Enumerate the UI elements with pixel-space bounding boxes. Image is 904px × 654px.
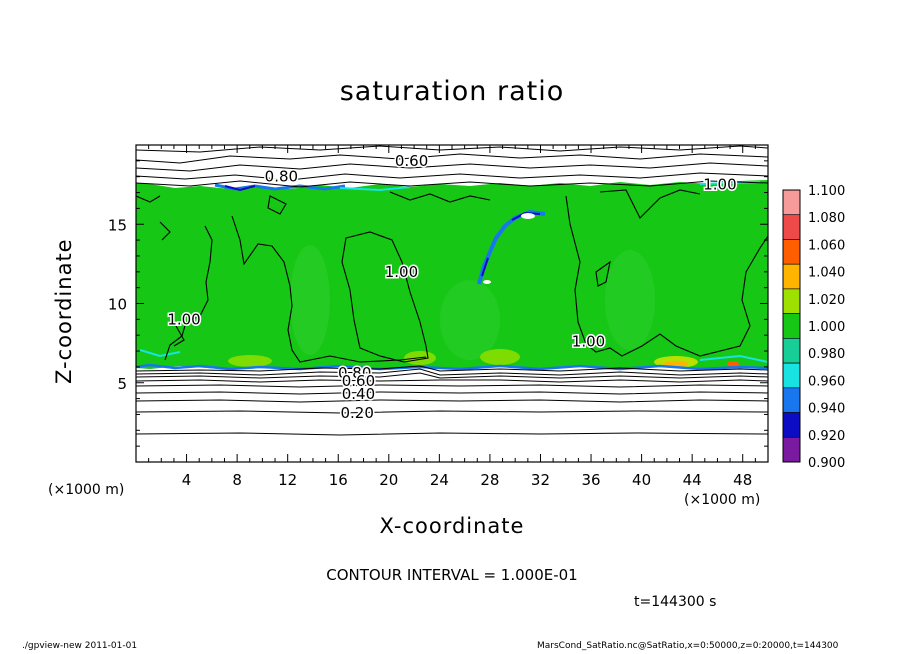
contour-label-text: 1.00 [703, 176, 736, 194]
colorbar-level-label: 1.020 [808, 293, 845, 308]
contour-labels: 0.600.80 1.001.001.001.000.800.600.400.20 [166, 150, 738, 423]
colorbar-level-label: 0.940 [808, 402, 845, 417]
y-axis: 5 10 15 [108, 160, 768, 447]
x-axis-label: X-coordinate [379, 514, 525, 538]
x-tick-label: 48 [733, 471, 752, 489]
colorbar-level-label: 0.900 [808, 456, 845, 471]
y-tick-label: 10 [108, 296, 127, 314]
colorbar-swatch [782, 263, 801, 290]
contour-label-text: 0.80 [265, 168, 298, 186]
colorbar-swatch [782, 214, 801, 240]
lower-contours [136, 365, 768, 436]
y-tick-label: 5 [117, 375, 127, 393]
colorbar-swatch [782, 412, 801, 438]
light-green-patch [440, 280, 500, 360]
contour-label-text: 0.60 [342, 372, 375, 390]
dry-spot [483, 280, 491, 284]
colorbar-swatch [782, 313, 801, 339]
colorbar-swatch [782, 387, 801, 413]
light-green-patch [605, 250, 655, 350]
contour-label: 1.00 [166, 309, 202, 330]
time-label: t=144300 s [634, 594, 717, 610]
contour-label: 1.00 [383, 261, 419, 282]
colorbar-swatch [782, 239, 801, 265]
x-tick-label: 44 [683, 471, 702, 489]
contour-label: 0.60 [340, 371, 376, 392]
colorbar-level-label: 1.040 [808, 266, 845, 281]
chart-title: saturation ratio [339, 76, 565, 107]
colorbar-swatch [782, 338, 801, 364]
colorbar-level-label: 0.960 [808, 374, 845, 389]
colorbar-level-label: 0.920 [808, 429, 845, 444]
contour-label: 0.80 [336, 363, 372, 384]
colorbar-frame [782, 189, 801, 463]
x-tick-label: 16 [329, 471, 348, 489]
y-tick-label: 15 [108, 216, 127, 234]
top-dry-edge [224, 185, 256, 192]
x-tick-label: 32 [531, 471, 550, 489]
contour-label: 0.80 [263, 166, 299, 187]
colorbar-swatch [782, 189, 801, 216]
contour-label: 0.60 [393, 150, 429, 171]
x-tick-label: 20 [379, 471, 398, 489]
x-tick-label: 28 [480, 471, 499, 489]
x-tick-label: 36 [581, 471, 600, 489]
contour-label: 0.20 [339, 402, 375, 423]
x-tick-label: 40 [632, 471, 651, 489]
contour-interval: CONTOUR INTERVAL = 1.000E-01 [326, 566, 578, 584]
footer-right: MarsCond_SatRatio.nc@SatRatio,x=0:50000,… [537, 641, 839, 651]
colorbar-swatch [782, 362, 801, 389]
light-green-patch [290, 245, 330, 355]
contour-label: 1.00 [702, 174, 738, 195]
contour-label: 1.00 [570, 331, 606, 352]
contour-label-text: 1.00 [572, 333, 605, 351]
colorbar-swatch [782, 288, 801, 314]
yellow-green-patch [228, 355, 272, 367]
footer-left: ./gpview-new 2011-01-01 [22, 641, 138, 651]
bottom-dry-edge [139, 349, 768, 363]
contour-label-text: 1.00 [167, 310, 200, 328]
x-axis: 4 8 12 16 20 24 28 32 36 40 44 48 [148, 145, 756, 489]
x-axis-unit-left: (×1000 m) [48, 482, 125, 498]
diagonal-dry-streak [481, 211, 541, 277]
colorbar-level-label: 1.080 [808, 211, 845, 226]
yellow-green-patch [480, 349, 520, 365]
contour-label-text: 0.40 [342, 385, 375, 403]
colorbar-level-label: 1.000 [808, 320, 845, 335]
colorbar-level-label: 0.980 [808, 347, 845, 362]
bottom-dry-edge [136, 363, 768, 371]
contour-label-text: 0.60 [395, 152, 428, 170]
colorbar-swatch [782, 436, 801, 463]
x-axis-unit-right: (×1000 m) [684, 492, 761, 508]
contour-label-text: 1.00 [385, 263, 418, 281]
saturation-contours [136, 189, 768, 363]
y-axis-label: Z-coordinate [52, 238, 76, 384]
x-tick-label: 24 [430, 471, 449, 489]
x-tick-label: 4 [182, 471, 192, 489]
contour-label-text: 0.20 [340, 404, 373, 422]
x-tick-label: 12 [278, 471, 297, 489]
dry-spot [521, 213, 535, 219]
contour-label: 0.40 [340, 383, 376, 404]
colorbar-level-label: 1.060 [808, 238, 845, 253]
x-tick-label: 8 [232, 471, 242, 489]
plot-field [136, 145, 768, 462]
colorbar: 1.100 1.080 1.060 1.040 1.020 1.000 0.980 0.960… [782, 184, 845, 471]
colorbar-level-label: 1.100 [808, 184, 845, 199]
orange-patch [727, 361, 739, 367]
contour-label-text: 0.80 [338, 364, 371, 382]
